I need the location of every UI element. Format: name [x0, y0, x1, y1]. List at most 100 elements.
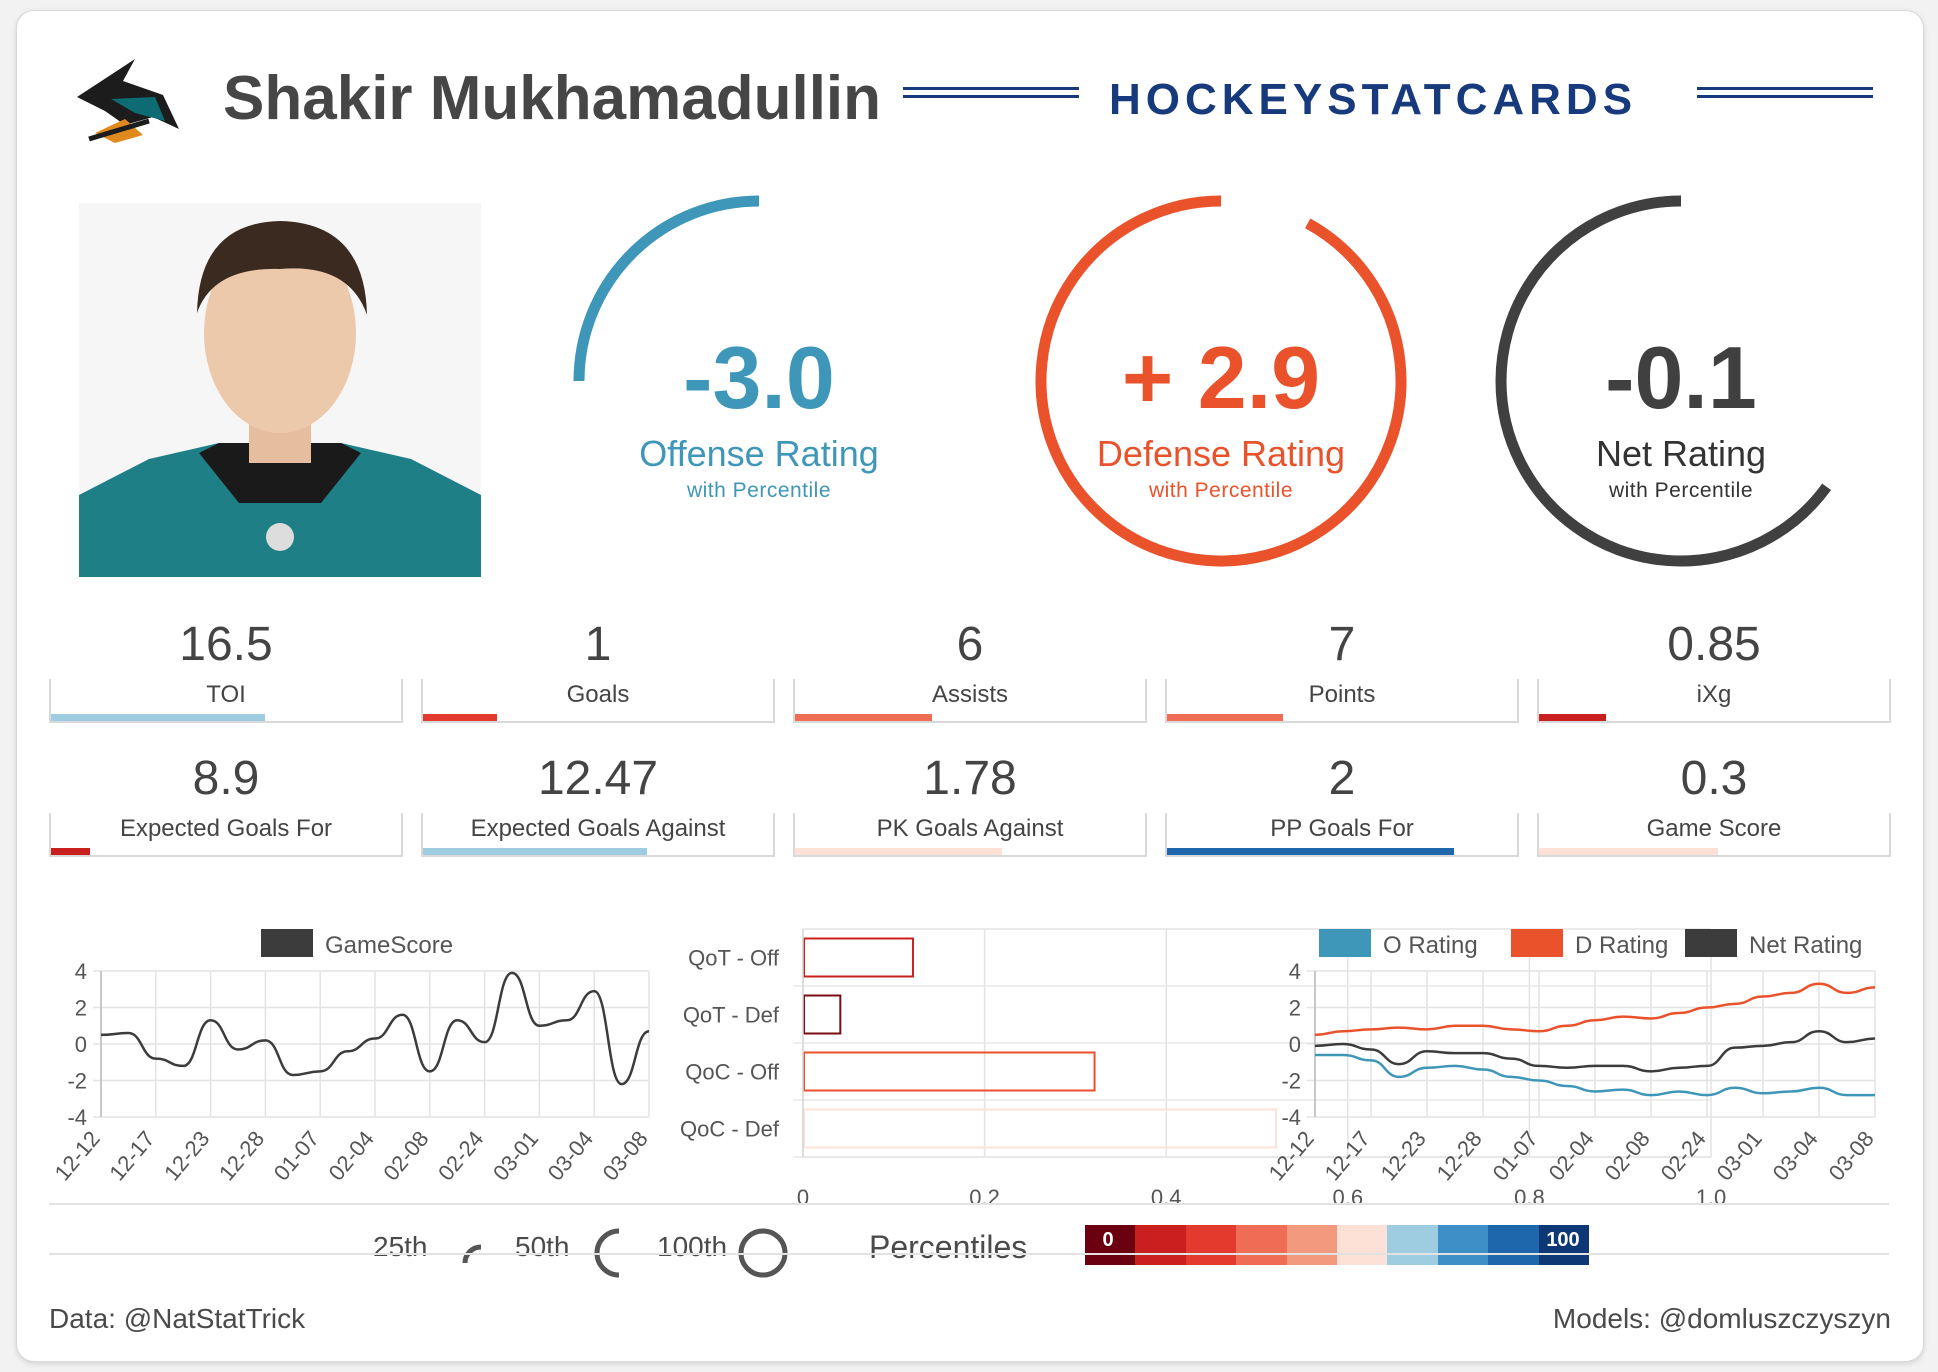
stat-box-3: Points [1165, 679, 1519, 723]
stat-box-0: TOI [49, 679, 403, 723]
stat-box-2: Assists [793, 679, 1147, 723]
stat-label-0: TOI [206, 681, 246, 708]
stat-percentile-bar-5 [51, 848, 90, 855]
legend-swatch-o-rating [1319, 929, 1371, 957]
stat-value-3: 7 [1328, 618, 1356, 671]
legend-label-o-rating: O Rating [1383, 932, 1478, 959]
x-tick-label: 02-08 [378, 1126, 433, 1185]
series-line-d-rating [1314, 982, 1876, 1037]
stat-percentile-bar-7 [795, 848, 1002, 855]
stat-label-9: Game Score [1646, 815, 1782, 842]
line-chart-2: 420-2-412-12 12-17 12-23 12-28 01-07 02-04 02-… [1264, 929, 1879, 1185]
scale-swatch-6 [1387, 1225, 1438, 1265]
rating-gauge-arc-0 [573, 195, 760, 382]
rating-value-0: -3.0 [683, 328, 835, 427]
header-rule-left-2 [903, 95, 1079, 98]
bar-category-label: QoC - Def [680, 1117, 780, 1142]
rating-label-0: Offense Rating [639, 433, 879, 474]
divider [49, 1203, 1889, 1205]
rating-gauges [573, 195, 1832, 567]
stat-percentile-bar-0 [51, 714, 265, 721]
series-line-o-rating [1315, 1053, 1875, 1097]
stat-label-8: PP Goals For [1270, 815, 1414, 842]
stat-label-6: Expected Goals Against [470, 815, 726, 842]
legend-label-net-rating: Net Rating [1749, 932, 1862, 959]
x-tick-label: 12-12 [1264, 1126, 1319, 1185]
rating-sub-2: with Percentile [1608, 479, 1754, 502]
stat-value-7: 1.78 [923, 752, 1017, 805]
x-tick-label: 03-01 [1712, 1126, 1767, 1185]
scale-swatch-1 [1135, 1225, 1186, 1265]
x-tick-label: 02-24 [1656, 1126, 1711, 1185]
footer-models-credit: Models: @domluszczyszyn [1552, 1303, 1891, 1334]
y-tick-label: 0 [1289, 1032, 1301, 1057]
rating-gauge-arc-1 [1035, 195, 1407, 567]
line-chart-0: 420-2-412-12 12-17 12-23 12-28 01-07 02-04 02-… [50, 929, 653, 1185]
ring-25-icon [462, 1244, 482, 1264]
x-tick-label: 0.4 [1151, 1185, 1182, 1210]
y-tick-label: 4 [75, 959, 87, 984]
stat-box-6: Expected Goals Against [421, 813, 775, 857]
scale-swatch-9 [1538, 1225, 1590, 1265]
x-tick-label: 02-24 [433, 1126, 488, 1185]
header-rule-right [1697, 87, 1873, 90]
scale-max-label: 100 [1546, 1229, 1580, 1251]
stat-value-9: 0.3 [1680, 752, 1748, 805]
bar-category-label: QoT - Off [688, 946, 780, 971]
percentile-color-scale [1085, 1225, 1590, 1265]
scale-swatch-7 [1437, 1225, 1489, 1265]
stat-value-1: 1 [584, 618, 612, 671]
rating-label-2: Net Rating [1595, 433, 1767, 474]
bar-category-label: QoT - Def [683, 1003, 780, 1028]
bar-qot-def [803, 994, 842, 1035]
x-tick-label: 02-08 [1600, 1126, 1655, 1185]
charts-area: 420-2-412-12 12-17 12-23 12-28 01-07 02-04 02-… [50, 928, 1879, 1210]
x-tick-label: 12-23 [159, 1126, 214, 1185]
stat-card: Shakir Mukhamadullin HOCKEYSTATCARDS -3.… [16, 10, 1924, 1362]
scale-min-label: 0 [1102, 1229, 1114, 1251]
y-tick-label: -4 [67, 1105, 87, 1130]
legend-label-gamescore: GameScore [325, 932, 453, 959]
stat-label-4: iXg [1696, 681, 1732, 708]
stat-value-8: 2 [1328, 752, 1356, 805]
x-tick-label: 03-04 [543, 1126, 598, 1185]
x-tick-label: 01-07 [1488, 1126, 1543, 1185]
stat-percentile-bar-1 [423, 714, 497, 721]
y-tick-label: 4 [1289, 959, 1301, 984]
x-tick-label: 03-01 [488, 1126, 543, 1185]
stat-label-1: Goals [566, 681, 630, 708]
x-tick-label: 03-08 [1824, 1126, 1879, 1185]
pct-50-label: 50th [515, 1231, 570, 1262]
scale-swatch-3 [1236, 1225, 1287, 1265]
brand-title: HOCKEYSTATCARDS [1109, 75, 1638, 124]
pct-100-label: 100th [657, 1231, 728, 1262]
x-tick-label: 03-08 [598, 1126, 653, 1185]
stat-box-4: iXg [1537, 679, 1891, 723]
rating-value-1: + 2.9 [1121, 328, 1321, 427]
legend-label-d-rating: D Rating [1575, 932, 1668, 959]
x-tick-label: 0.6 [1333, 1185, 1364, 1210]
x-tick-label: 12-17 [1320, 1126, 1375, 1185]
stat-box-7: PK Goals Against [793, 813, 1147, 857]
legend-swatch-net-rating [1685, 929, 1737, 957]
stat-value-4: 0.85 [1667, 618, 1761, 671]
stat-value-0: 16.5 [179, 618, 273, 671]
legend-swatch-d-rating [1511, 929, 1563, 957]
rating-sub-1: with Percentile [1148, 479, 1294, 502]
stat-percentile-bar-8 [1167, 848, 1454, 855]
stat-percentile-bar-2 [795, 714, 932, 721]
stat-label-3: Points [1308, 681, 1376, 708]
stat-label-7: PK Goals Against [876, 815, 1064, 842]
divider-2 [49, 1253, 1889, 1255]
series-line-gamescore [100, 971, 650, 1086]
y-tick-label: -2 [1281, 1069, 1301, 1094]
stat-box-5: Expected Goals For [49, 813, 403, 857]
x-tick-label: 12-23 [1376, 1126, 1431, 1185]
stat-box-8: PP Goals For [1165, 813, 1519, 857]
scale-swatch-4 [1286, 1225, 1338, 1265]
stat-label-2: Assists [931, 681, 1008, 708]
x-tick-label: 02-04 [1544, 1126, 1599, 1185]
header-rule-right-2 [1697, 95, 1873, 98]
bar-qoc-off [803, 1051, 1096, 1092]
rating-label-1: Defense Rating [1096, 433, 1346, 474]
